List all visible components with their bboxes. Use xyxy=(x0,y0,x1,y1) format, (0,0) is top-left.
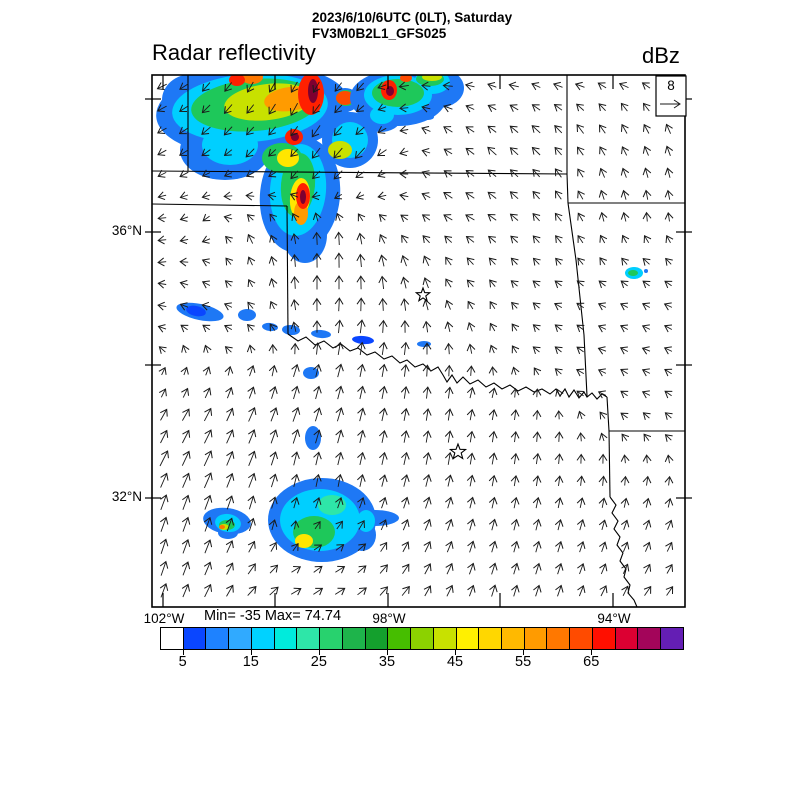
units-label: dBz xyxy=(642,43,680,68)
reflectivity-cell xyxy=(311,329,331,339)
colorbar-cell xyxy=(297,628,321,649)
ref-vector-box xyxy=(655,75,687,117)
reflectivity-cell xyxy=(308,79,318,103)
valid-time-title: 2023/6/10/6UTC (0LT), Saturday xyxy=(312,10,513,25)
reflectivity-cell xyxy=(219,525,225,529)
reflectivity-cell xyxy=(238,309,256,321)
colorbar-cell xyxy=(229,628,252,649)
colorbar-cell xyxy=(411,628,434,649)
colorbar-cell xyxy=(388,628,412,649)
model-name-title: FV3M0B2L1_GFS025 xyxy=(312,26,447,41)
reflectivity-cell xyxy=(417,341,431,347)
colorbar-tick-label: 65 xyxy=(583,654,600,670)
reflectivity-cell xyxy=(336,91,354,105)
reflectivity-cell xyxy=(282,324,300,336)
map-frame xyxy=(151,74,686,608)
reflectivity-cell xyxy=(644,269,648,273)
colorbar-tick-label: 45 xyxy=(446,654,464,670)
colorbar-cell xyxy=(456,628,480,649)
axis-ticks xyxy=(145,75,692,607)
lon-axis-label: 94°W xyxy=(597,611,631,626)
colorbar-tick-label: 25 xyxy=(310,654,327,670)
colorbar-cell xyxy=(342,628,366,649)
colorbar-tick xyxy=(523,649,525,655)
reflectivity-cell xyxy=(422,114,434,120)
reflectivity-cell xyxy=(422,75,442,81)
colorbar-tick xyxy=(386,649,388,655)
colorbar-cell xyxy=(547,628,571,649)
reflectivity-cell xyxy=(352,335,374,345)
wind-field xyxy=(156,81,674,598)
colorbar-cell xyxy=(615,628,639,649)
reflectivity-cell xyxy=(370,106,394,124)
colorbar-cell xyxy=(320,628,343,649)
lat-axis-label: 32°N xyxy=(111,489,142,504)
colorbar-tick xyxy=(250,649,252,655)
reflectivity-cell xyxy=(300,190,306,204)
colorbar-cell xyxy=(638,628,662,649)
ref-vector-value: 8 xyxy=(667,78,675,93)
colorbar-cell xyxy=(274,628,298,649)
reflectivity-cell xyxy=(328,141,352,159)
reflectivity-cell xyxy=(318,495,346,515)
colorbar-tick-label: 5 xyxy=(178,654,187,670)
colorbar-tick xyxy=(182,649,184,655)
reflectivity-cell xyxy=(295,534,313,548)
colorbar-cell xyxy=(206,628,230,649)
reflectivity-cell xyxy=(400,75,412,82)
reflectivity-cell xyxy=(386,86,394,96)
minmax-stats: Min= -35 Max= 74.74 xyxy=(204,608,342,624)
colorbar-tick xyxy=(318,649,320,655)
colorbar-tick-label: 55 xyxy=(515,654,532,670)
field-title: Radar reflectivity xyxy=(152,40,316,65)
reflectivity-cell xyxy=(628,270,638,276)
colorbar-cell xyxy=(592,628,616,649)
city-star-marker xyxy=(414,286,432,302)
colorbar-tick xyxy=(455,649,457,655)
lat-axis-label: 36°N xyxy=(111,223,142,238)
reflectivity-cell xyxy=(372,79,424,107)
colorbar-cell xyxy=(365,628,389,649)
colorbar-tick-label: 15 xyxy=(242,654,259,670)
colorbar-tick xyxy=(591,649,593,655)
reflectivity-cell xyxy=(262,322,278,332)
colorbar-cell xyxy=(661,628,683,649)
colorbar-cell xyxy=(570,628,593,649)
reflectivity-cell xyxy=(241,75,263,84)
colorbar-strip xyxy=(160,627,684,650)
reflectivity-cell xyxy=(186,305,206,317)
colorbar-cell xyxy=(433,628,457,649)
colorbar-cell xyxy=(161,628,184,649)
lon-axis-label: 102°W xyxy=(143,611,185,626)
reflectivity-cell xyxy=(229,75,245,86)
reflectivity-cell xyxy=(305,426,321,450)
lon-axis-label: 98°W xyxy=(372,611,406,626)
colorbar-cell xyxy=(502,628,525,649)
colorbar-cell xyxy=(479,628,503,649)
city-star-marker xyxy=(448,442,468,460)
reflectivity-cell xyxy=(202,125,258,165)
colorbar-cell xyxy=(251,628,275,649)
colorbar-tick-label: 35 xyxy=(378,654,396,670)
reflectivity-cell xyxy=(182,137,190,143)
colorbar-cell xyxy=(183,628,207,649)
colorbar-cell xyxy=(524,628,548,649)
